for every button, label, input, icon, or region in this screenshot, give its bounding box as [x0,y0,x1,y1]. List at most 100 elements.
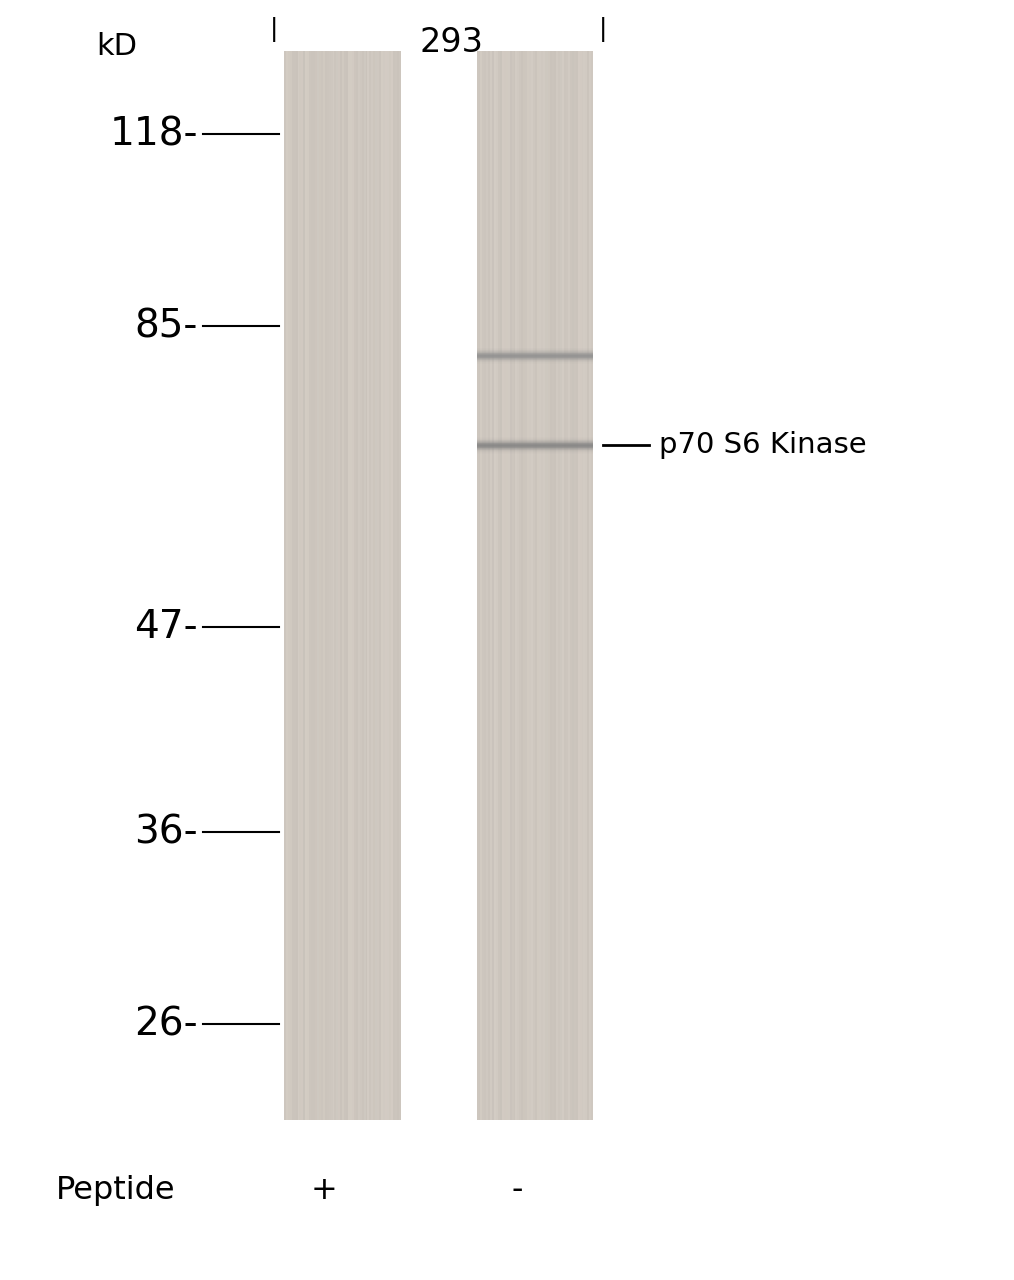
Bar [529,51,531,1120]
Bar [523,51,525,1120]
Bar [481,51,483,1120]
Bar [553,51,555,1120]
Bar [538,51,540,1120]
Bar [591,51,593,1120]
Bar [387,51,389,1120]
Bar [284,51,286,1120]
Bar [311,51,313,1120]
Text: 26-: 26- [134,1005,198,1043]
Bar [506,51,508,1120]
Bar [288,51,290,1120]
Text: |: | [270,17,278,42]
Bar [580,51,582,1120]
Bar [339,51,341,1120]
Bar [362,51,364,1120]
Bar [517,51,519,1120]
Bar [525,51,527,1120]
Bar [555,51,557,1120]
Bar [479,51,481,1120]
Bar [352,51,354,1120]
Text: |: | [599,17,607,42]
Bar [531,51,533,1120]
Text: 36-: 36- [134,813,198,851]
Text: 85-: 85- [135,307,198,346]
Bar [297,51,299,1120]
Bar [296,51,297,1120]
Bar [551,51,553,1120]
Bar [515,51,517,1120]
Text: 118-: 118- [110,115,198,154]
Bar [536,51,538,1120]
Bar [299,51,301,1120]
Bar [389,51,390,1120]
Bar [568,51,570,1120]
Text: +: + [311,1175,338,1206]
Bar [383,51,385,1120]
Bar [533,51,534,1120]
Bar [294,51,296,1120]
Bar [477,51,479,1120]
Bar [504,51,506,1120]
Bar [341,51,343,1120]
Bar [331,51,333,1120]
Bar [324,51,327,1120]
Bar [322,51,324,1120]
Bar [477,51,593,1120]
Bar [547,51,549,1120]
Bar [535,51,536,1120]
Bar [521,51,523,1120]
Bar [570,51,572,1120]
Bar [572,51,574,1120]
Bar [303,51,305,1120]
Bar [343,51,344,1120]
Text: kD: kD [96,32,137,61]
Bar [582,51,583,1120]
Bar [390,51,392,1120]
Bar [360,51,362,1120]
Bar [344,51,346,1120]
Bar [549,51,551,1120]
Bar [558,51,560,1120]
Bar [284,51,401,1120]
Text: -: - [511,1175,523,1206]
Bar [527,51,529,1120]
Bar [392,51,394,1120]
Bar [320,51,322,1120]
Bar [583,51,585,1120]
Bar [589,51,591,1120]
Bar [483,51,485,1120]
Bar [511,51,513,1120]
Bar [566,51,568,1120]
Bar [346,51,348,1120]
Bar [385,51,387,1120]
Bar [508,51,510,1120]
Bar [309,51,311,1120]
Bar [496,51,498,1120]
Bar [540,51,542,1120]
Bar [545,51,547,1120]
Bar [356,51,358,1120]
Bar [492,51,494,1120]
Bar [485,51,487,1120]
Bar [560,51,562,1120]
Bar [500,51,502,1120]
Bar [502,51,504,1120]
Bar [364,51,366,1120]
Bar [367,51,369,1120]
Bar [542,51,545,1120]
Bar [587,51,589,1120]
Bar [307,51,309,1120]
Bar [290,51,292,1120]
Bar [487,51,489,1120]
Bar [489,51,490,1120]
Bar [348,51,350,1120]
Bar [375,51,377,1120]
Bar [369,51,371,1120]
Bar [562,51,564,1120]
Bar [319,51,320,1120]
Text: p70 S6 Kinase: p70 S6 Kinase [659,431,867,460]
Bar [578,51,580,1120]
Text: 293: 293 [420,26,483,59]
Bar [337,51,339,1120]
Bar [396,51,399,1120]
